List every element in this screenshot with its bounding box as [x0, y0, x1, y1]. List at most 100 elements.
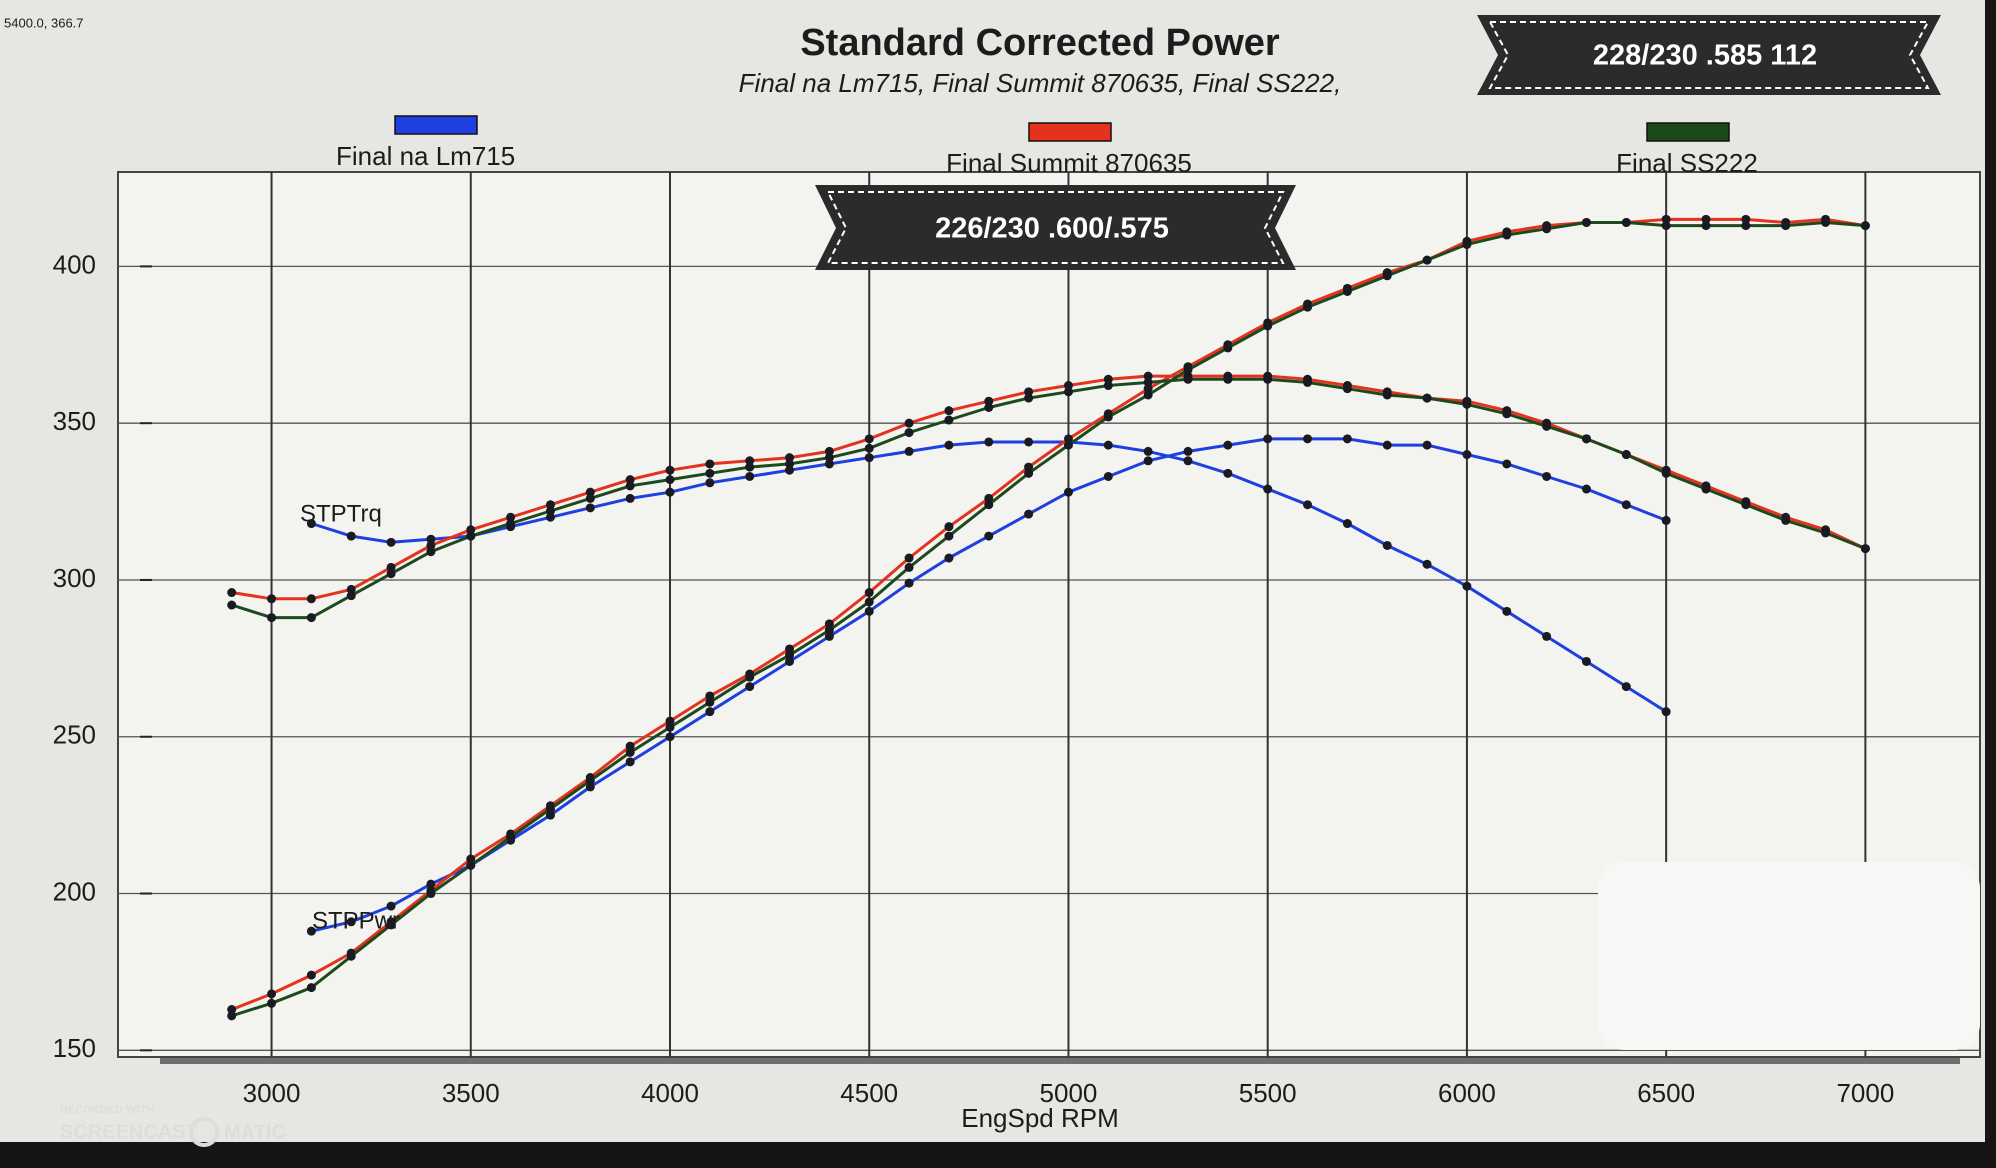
data-point: [1342, 286, 1352, 296]
data-point: [625, 481, 635, 491]
data-point: [1342, 519, 1352, 529]
data-point: [306, 613, 316, 623]
banner: 226/230 .600/.575: [815, 185, 1296, 270]
y-tick-label: 400: [53, 249, 96, 279]
data-point: [944, 553, 954, 563]
data-point: [1462, 399, 1472, 409]
annotation: STPTrq: [300, 500, 382, 527]
data-point: [745, 471, 755, 481]
data-point: [1542, 224, 1552, 234]
data-point: [1063, 387, 1073, 397]
data-point: [824, 631, 834, 641]
data-point: [1103, 381, 1113, 391]
data-point: [1821, 528, 1831, 538]
series-line: [231, 377, 1866, 620]
data-point: [426, 889, 436, 899]
data-point: [1502, 606, 1512, 616]
data-point: [1462, 239, 1472, 249]
data-point: [864, 434, 874, 444]
data-point: [745, 462, 755, 472]
banner-text: 228/230 .585 112: [1593, 40, 1817, 72]
data-point: [665, 722, 675, 732]
data-point: [1263, 374, 1273, 384]
data-point: [346, 591, 356, 601]
data-point: [1661, 221, 1671, 231]
data-point: [1063, 381, 1073, 391]
data-point: [705, 459, 715, 469]
x-tick-label: 4500: [840, 1078, 898, 1108]
data-point: [864, 597, 874, 607]
data-point: [625, 493, 635, 503]
data-point: [1422, 255, 1432, 265]
data-point: [625, 475, 635, 485]
data-point: [785, 465, 795, 475]
data-point: [944, 522, 954, 532]
data-point: [386, 920, 396, 930]
data-point: [306, 970, 316, 980]
legend-swatch: [394, 115, 478, 135]
data-point: [1342, 384, 1352, 394]
data-point: [1741, 500, 1751, 510]
x-tick-label: 3000: [243, 1078, 301, 1108]
data-point: [1103, 471, 1113, 481]
legend-label: Final na Lm715: [336, 141, 515, 171]
data-point: [1462, 581, 1472, 591]
data-point: [984, 531, 994, 541]
data-point: [1701, 214, 1711, 224]
data-point: [386, 901, 396, 911]
data-point: [386, 562, 396, 572]
annotation: STPPwr: [312, 907, 400, 934]
data-point: [1063, 487, 1073, 497]
y-tick-label: 250: [53, 720, 96, 750]
data-point: [506, 832, 516, 842]
data-point: [904, 446, 914, 456]
x-tick-label: 6000: [1438, 1078, 1496, 1108]
data-point: [1741, 214, 1751, 224]
data-point: [1263, 321, 1273, 331]
data-point: [1542, 421, 1552, 431]
data-point: [585, 776, 595, 786]
x-tick-label: 5000: [1040, 1078, 1098, 1108]
data-point: [1342, 434, 1352, 444]
data-point: [1223, 374, 1233, 384]
data-point: [346, 951, 356, 961]
data-point: [1781, 515, 1791, 525]
banner-text: 226/230 .600/.575: [935, 213, 1169, 245]
watermark-text: SCREENCAST: [60, 1121, 198, 1143]
cursor-readout: 5400.0, 366.7: [4, 15, 84, 30]
data-point: [426, 540, 436, 550]
data-point: [1422, 393, 1432, 403]
data-point: [1303, 377, 1313, 387]
data-point: [785, 644, 795, 654]
data-point: [745, 672, 755, 682]
data-point: [984, 493, 994, 503]
data-point: [665, 475, 675, 485]
data-point: [944, 406, 954, 416]
data-point: [785, 650, 795, 660]
data-point: [346, 531, 356, 541]
data-point: [1223, 440, 1233, 450]
data-point: [227, 1011, 237, 1021]
data-point: [705, 691, 715, 701]
data-point: [1183, 446, 1193, 456]
data-point: [1183, 374, 1193, 384]
data-point: [1303, 434, 1313, 444]
data-point: [1223, 468, 1233, 478]
data-point: [545, 506, 555, 516]
data-point: [864, 453, 874, 463]
data-point: [1103, 412, 1113, 422]
data-point: [1621, 682, 1631, 692]
data-point: [267, 613, 277, 623]
redaction: [1598, 862, 1980, 1050]
data-point: [1621, 217, 1631, 227]
x-tick-label: 7000: [1836, 1078, 1894, 1108]
x-tick-label: 5500: [1239, 1078, 1297, 1108]
data-point: [984, 500, 994, 510]
data-point: [1860, 544, 1870, 554]
legend-label: Final Summit 870635: [946, 148, 1192, 178]
x-tick-label: 6500: [1637, 1078, 1695, 1108]
data-point: [944, 440, 954, 450]
data-point: [1143, 390, 1153, 400]
data-point: [705, 707, 715, 717]
